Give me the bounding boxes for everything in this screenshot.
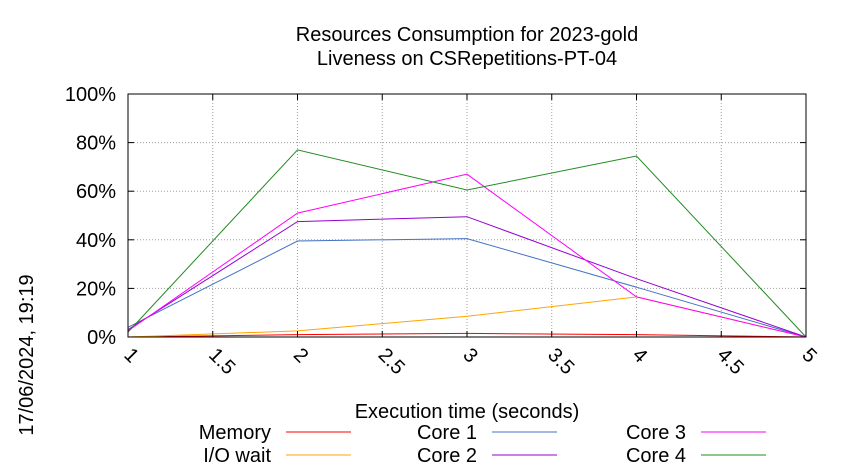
- y-tick-label: 60%: [76, 181, 116, 203]
- x-tick-label: 2: [289, 344, 312, 367]
- y-tick-label: 80%: [76, 133, 116, 155]
- y-tick-label: 0%: [87, 327, 116, 349]
- legend-label-i-o-wait: I/O wait: [203, 445, 271, 467]
- x-tick-label: 5: [797, 344, 820, 367]
- legend-label-core-4: Core 4: [626, 445, 686, 467]
- chart-title: Resources Consumption for 2023-gold: [296, 24, 638, 46]
- legend-label-core-2: Core 2: [417, 445, 477, 467]
- y-tick-label: 100%: [65, 84, 116, 106]
- series-line-core-4: [127, 149, 807, 338]
- series-line-core-2: [127, 216, 807, 338]
- chart-subtitle: Liveness on CSRepetitions-PT-04: [317, 48, 617, 70]
- legend-label-memory: Memory: [199, 422, 271, 444]
- x-axis-ticks: 1 1.5 2 2.5 3 3.5 4 4.5 5: [119, 94, 821, 379]
- x-tick-label: 1.5: [204, 344, 239, 379]
- x-tick-label: 4.5: [713, 344, 748, 379]
- y-tick-label: 40%: [76, 230, 116, 252]
- x-tick-label: 4: [628, 344, 651, 367]
- legend-label-core-3: Core 3: [626, 422, 686, 444]
- x-tick-label: 3.5: [543, 344, 578, 379]
- y-axis-ticks: 0% 20% 40% 60% 80% 100%: [65, 84, 806, 349]
- grid: [128, 94, 806, 337]
- timestamp-label: 17/06/2024, 19:19: [16, 274, 38, 435]
- y-tick-label: 20%: [76, 278, 116, 300]
- series-line-core-3: [127, 173, 807, 338]
- x-axis-label: Execution time (seconds): [355, 401, 580, 423]
- x-tick-label: 3: [458, 344, 481, 367]
- legend-label-core-1: Core 1: [417, 422, 477, 444]
- x-tick-label: 2.5: [374, 344, 409, 379]
- x-tick-label: 1: [119, 344, 142, 367]
- series-line-core-1: [127, 238, 807, 338]
- series-layer: [127, 149, 807, 338]
